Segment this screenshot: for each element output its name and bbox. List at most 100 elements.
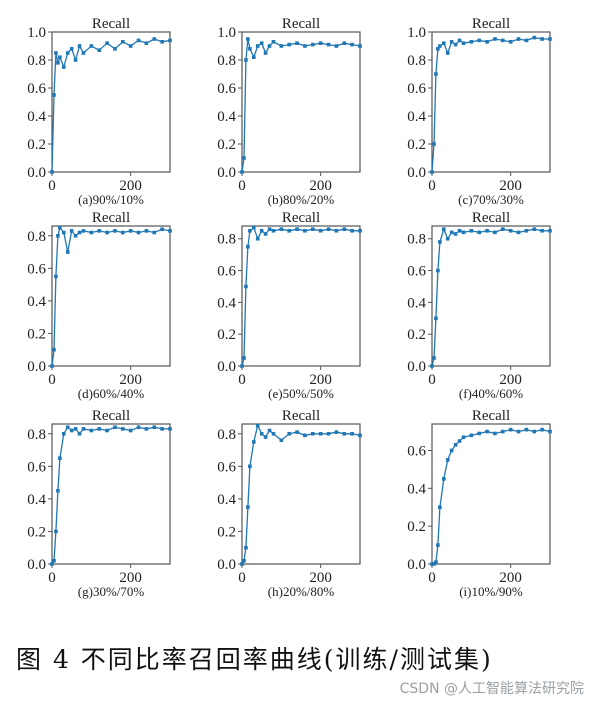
data-point xyxy=(259,228,264,233)
data-point xyxy=(54,51,58,55)
y-tick-label: 0.4 xyxy=(407,481,426,497)
data-point xyxy=(342,227,347,231)
data-point xyxy=(279,44,284,48)
data-point xyxy=(445,51,450,55)
data-point xyxy=(334,430,339,434)
y-tick-label: 0.2 xyxy=(27,326,46,342)
y-tick-label: 1.0 xyxy=(217,25,236,41)
data-point xyxy=(121,40,125,44)
data-point xyxy=(434,72,438,76)
data-point xyxy=(244,284,248,289)
data-point xyxy=(240,364,244,368)
y-tick-label: 0.0 xyxy=(27,165,46,181)
data-point xyxy=(144,229,149,233)
data-point xyxy=(449,448,454,453)
chart-title: Recall xyxy=(92,408,130,424)
data-point xyxy=(136,425,141,430)
watermark: CSDN @人工智能算法研究院 xyxy=(399,681,584,697)
data-point xyxy=(432,142,436,146)
data-point xyxy=(326,431,331,436)
y-tick-label: 0.8 xyxy=(27,229,46,245)
recall-series-line xyxy=(51,426,170,565)
y-tick-label: 0.4 xyxy=(217,295,236,311)
data-point xyxy=(453,42,458,47)
data-point xyxy=(69,428,74,433)
data-point xyxy=(168,229,172,233)
data-point xyxy=(144,41,149,45)
data-point xyxy=(267,44,272,48)
recall-chart-svg: Recall 0.0 0.2 0.4 0.6 0.8 0 200(d)60%/40% xyxy=(27,210,172,401)
y-tick-label: 0.8 xyxy=(27,53,46,69)
data-point xyxy=(267,227,272,231)
y-tick-label: 0.2 xyxy=(217,137,236,153)
data-point xyxy=(449,230,454,235)
data-point xyxy=(524,228,529,233)
data-point xyxy=(548,228,552,233)
data-point xyxy=(501,227,505,231)
x-tick-label: 0 xyxy=(428,570,436,586)
data-point xyxy=(160,427,164,431)
data-point xyxy=(493,431,497,436)
data-point xyxy=(252,55,256,59)
data-point xyxy=(65,250,70,254)
panel-caption: (h)20%/80% xyxy=(268,584,335,599)
data-point xyxy=(105,428,109,433)
data-point xyxy=(303,433,307,438)
data-point xyxy=(311,227,315,231)
y-tick-label: 0.6 xyxy=(407,264,426,280)
data-point xyxy=(77,230,82,235)
data-point xyxy=(438,505,442,510)
data-point xyxy=(303,228,307,233)
data-point xyxy=(326,42,331,47)
data-point xyxy=(430,364,434,368)
x-tick-label: 200 xyxy=(119,570,142,586)
data-point xyxy=(501,429,505,434)
data-point xyxy=(244,545,248,550)
plot-frame xyxy=(431,31,551,173)
y-tick-label: 0.8 xyxy=(217,427,236,443)
data-point xyxy=(50,364,54,368)
data-point xyxy=(73,427,78,431)
data-point xyxy=(240,562,244,566)
data-point xyxy=(52,93,56,97)
recall-chart-svg: Recall 0.0 0.2 0.4 0.6 0.8 0 200(h)20%/80% xyxy=(217,408,362,599)
data-point xyxy=(287,42,291,47)
data-point xyxy=(350,42,354,47)
data-point xyxy=(318,41,323,45)
data-point xyxy=(113,229,117,233)
y-tick-label: 0.6 xyxy=(407,443,426,459)
recall-panel-4: Recall 0.0 0.2 0.4 0.6 0.8 0 200 (d)60%/40% xyxy=(0,208,190,403)
data-point xyxy=(136,230,141,235)
data-point xyxy=(255,44,260,48)
chart-title: Recall xyxy=(472,16,510,32)
data-point xyxy=(97,48,101,52)
data-point xyxy=(453,443,458,447)
chart-title: Recall xyxy=(92,16,130,32)
y-tick-label: 0.0 xyxy=(217,359,236,375)
data-point xyxy=(62,230,66,235)
recall-chart-svg: Recall 0.0 0.2 0.4 0.6 0.8 0 200(g)30%/70% xyxy=(27,408,172,599)
x-tick-label: 200 xyxy=(309,372,332,388)
data-point xyxy=(461,230,466,235)
x-tick-label: 200 xyxy=(499,372,522,388)
data-point xyxy=(279,438,284,443)
y-tick-label: 0.2 xyxy=(407,327,426,343)
data-point xyxy=(271,40,276,44)
y-tick-label: 0.8 xyxy=(217,53,236,69)
data-point xyxy=(453,232,458,236)
x-tick-label: 200 xyxy=(309,570,332,586)
recall-panel-2: Recall 0.0 0.2 0.4 0.6 0.8 1.0 0 200 (b)80%/20% xyxy=(190,14,380,209)
data-point xyxy=(461,435,466,440)
chart-title: Recall xyxy=(282,16,320,32)
data-point xyxy=(358,44,362,48)
data-point xyxy=(252,440,256,444)
recall-series-line xyxy=(241,423,361,565)
data-point xyxy=(485,228,489,233)
data-point xyxy=(295,227,299,231)
data-point xyxy=(350,431,354,436)
y-tick-label: 0.2 xyxy=(217,327,236,343)
data-point xyxy=(152,230,157,235)
data-point xyxy=(113,47,117,51)
panel-caption: (f)40%/60% xyxy=(459,386,523,401)
data-point xyxy=(89,428,94,433)
